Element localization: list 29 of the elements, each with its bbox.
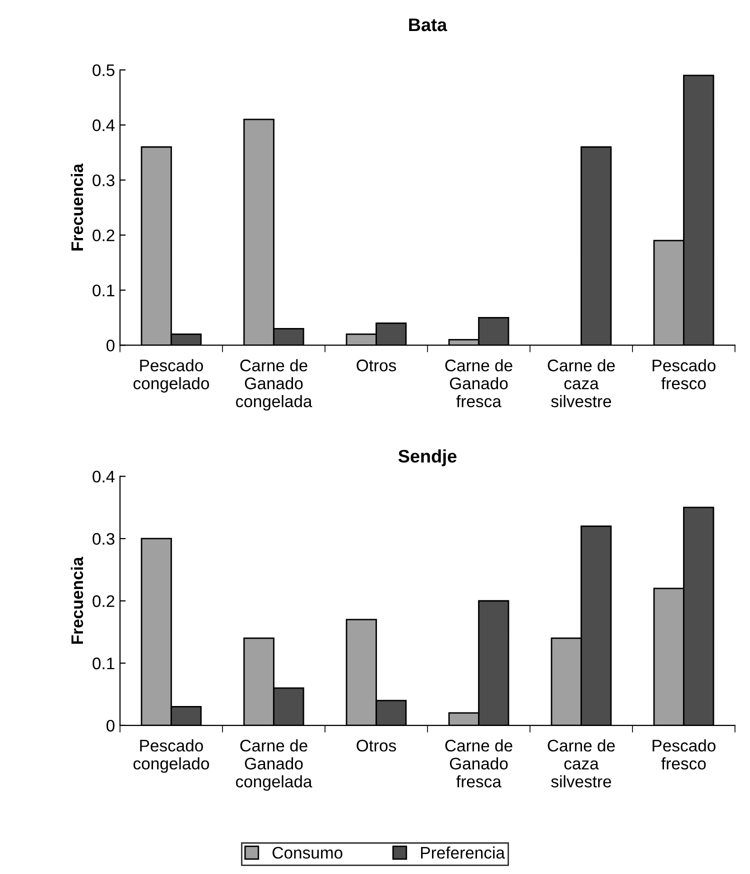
y-tick-label: 0.1 xyxy=(92,658,114,670)
legend-label: Preferencia xyxy=(421,846,505,859)
y-tick-label: 0.1 xyxy=(92,284,114,296)
y-tick-label: 0.3 xyxy=(92,174,114,186)
chart-title: Sendje xyxy=(398,449,456,466)
y-tick-label: 0.5 xyxy=(92,64,114,76)
x-tick-label: Carne de caza silvestre xyxy=(548,359,615,408)
x-tick-label: Carne de Ganado fresca xyxy=(445,359,512,408)
x-tick-label: Pescado congelado xyxy=(134,739,210,773)
x-tick-label: Pescado fresco xyxy=(652,739,716,770)
y-tick-label: 0 xyxy=(106,720,114,732)
y-tick-label: 0.2 xyxy=(92,595,114,608)
x-tick-label: Carne de Ganado congelada xyxy=(236,739,312,791)
x-tick-label: Pescado fresco xyxy=(652,359,716,390)
y-tick-label: 0.4 xyxy=(92,470,115,483)
x-tick-label: Otros xyxy=(356,360,396,372)
legend-label: Consumo xyxy=(272,846,342,859)
x-tick-label: Pescado congelado xyxy=(134,359,210,393)
x-tick-label: Carne de Ganado congelada xyxy=(236,359,312,411)
x-tick-label: Otros xyxy=(356,740,396,752)
y-tick-label: 0.4 xyxy=(92,119,115,132)
y-tick-label: 0 xyxy=(106,340,114,352)
y-tick-label: 0.2 xyxy=(92,230,114,242)
x-tick-label: Carne de Ganado fresca xyxy=(445,739,512,788)
y-axis-title: Frecuencia xyxy=(70,163,84,250)
chart-title: Bata xyxy=(409,18,448,32)
x-tick-label: Carne de caza silvestre xyxy=(548,739,615,788)
y-axis-title: Frecuencia xyxy=(70,556,84,644)
y-tick-label: 0.3 xyxy=(92,533,114,545)
